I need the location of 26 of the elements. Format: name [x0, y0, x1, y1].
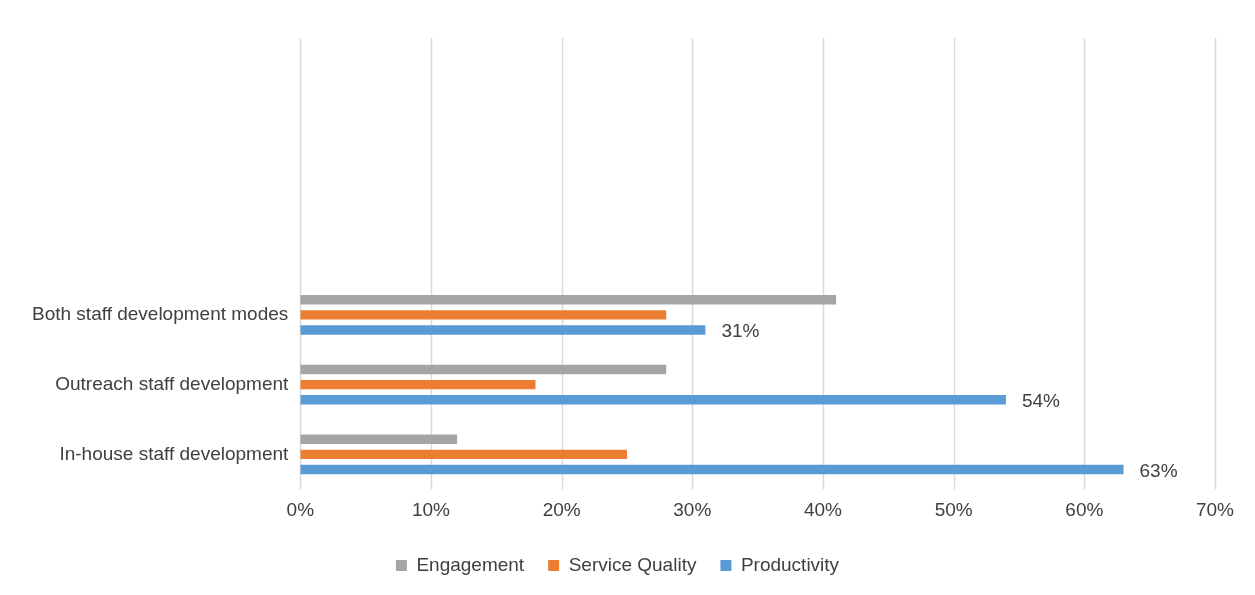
bar — [300, 310, 667, 320]
y-tick-label: Both staff development modes — [31, 303, 289, 325]
bar — [300, 364, 667, 375]
bar — [300, 434, 458, 444]
x-tick-label: 70% — [1195, 498, 1235, 520]
x-tick-label: 60% — [1065, 498, 1104, 520]
x-tick-label: 20% — [542, 498, 581, 520]
data-label: 63% — [1139, 459, 1178, 481]
legend-label: Engagement — [416, 553, 525, 575]
bar — [300, 395, 1006, 405]
data-label: 31% — [721, 320, 760, 342]
bar — [300, 295, 837, 305]
legend-label: Service Quality — [568, 553, 697, 575]
legend-label: Productivity — [740, 553, 840, 575]
x-tick-label: 40% — [803, 498, 843, 520]
y-tick-label: Outreach staff development — [55, 372, 290, 394]
bar — [300, 464, 1124, 475]
y-tick-label: In-house staff development — [59, 442, 290, 464]
bar — [300, 449, 627, 460]
x-tick-label: 30% — [673, 498, 712, 520]
bar — [300, 325, 706, 335]
bar — [300, 379, 536, 390]
data-label: 54% — [1021, 389, 1061, 411]
x-tick-label: 0% — [286, 498, 315, 520]
x-tick-label: 10% — [411, 498, 451, 520]
x-tick-label: 50% — [934, 498, 973, 520]
